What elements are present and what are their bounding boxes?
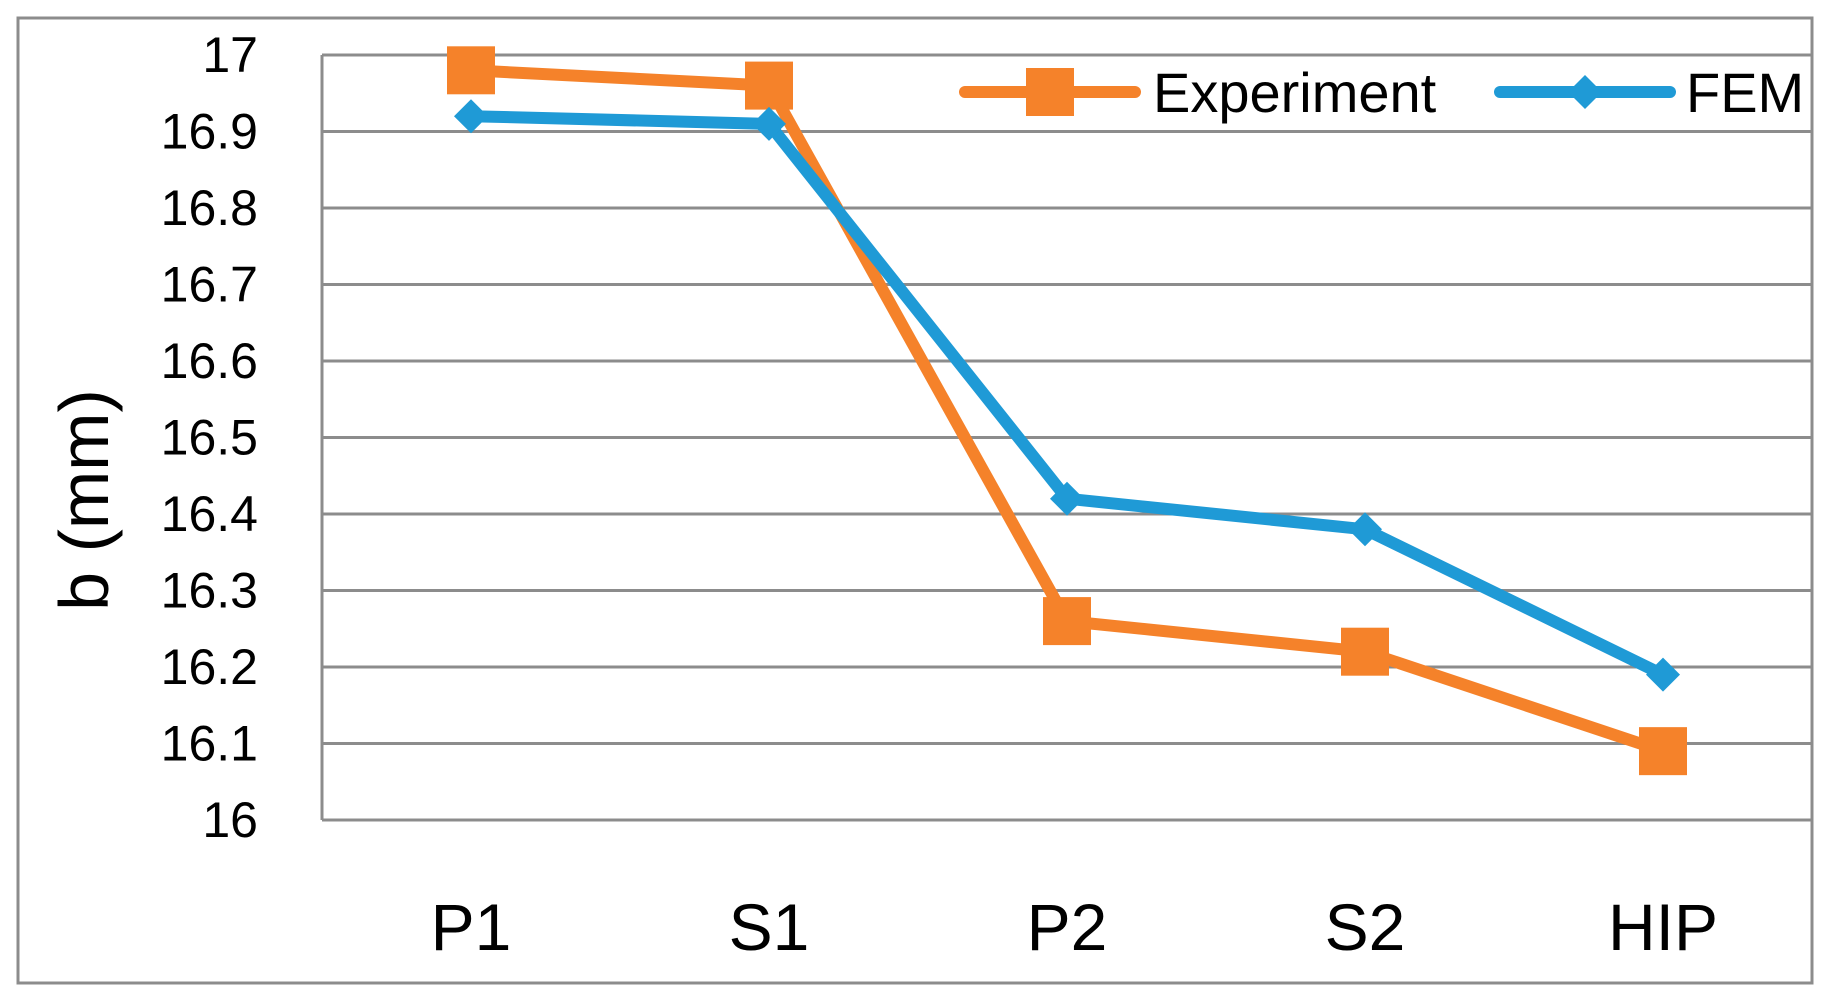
legend-label-experiment: Experiment: [1153, 61, 1437, 124]
x-category-label: P2: [1027, 890, 1108, 964]
y-tick-label: 16.5: [161, 410, 258, 466]
series-fem: [454, 99, 1680, 692]
legend-marker-experiment: [1026, 68, 1074, 116]
x-category-label: P1: [431, 890, 512, 964]
y-tick-label: 16.2: [161, 639, 258, 695]
data-point-experiment: [447, 46, 495, 95]
x-category-label: S2: [1325, 890, 1406, 964]
x-category-label: S1: [729, 890, 810, 964]
data-point-fem: [1348, 512, 1382, 547]
data-point-experiment: [1043, 597, 1091, 646]
y-tick-label: 17: [202, 27, 258, 83]
y-tick-label: 16.6: [161, 333, 258, 389]
y-tick-label: 16.9: [161, 104, 258, 160]
data-point-experiment: [745, 61, 793, 110]
x-category-label: HIP: [1608, 890, 1718, 964]
data-point-experiment: [1341, 627, 1389, 676]
y-tick-label: 16.4: [161, 486, 258, 542]
y-tick-label: 16: [202, 792, 258, 848]
y-tick-label: 16.1: [161, 716, 258, 772]
legend-label-fem: FEM: [1686, 61, 1804, 124]
data-point-fem: [752, 106, 786, 141]
legend-marker-fem: [1568, 75, 1602, 109]
y-tick-label: 16.7: [161, 257, 258, 313]
series-experiment: [447, 46, 1687, 776]
y-tick-label: 16.3: [161, 563, 258, 619]
data-point-fem: [454, 99, 488, 134]
data-point-fem: [1050, 481, 1084, 516]
data-point-experiment: [1639, 727, 1687, 776]
y-axis-title: b (mm): [45, 389, 123, 611]
data-point-fem: [1646, 657, 1680, 692]
chart-border: [16, 16, 1814, 985]
y-tick-label: 16.8: [161, 180, 258, 236]
